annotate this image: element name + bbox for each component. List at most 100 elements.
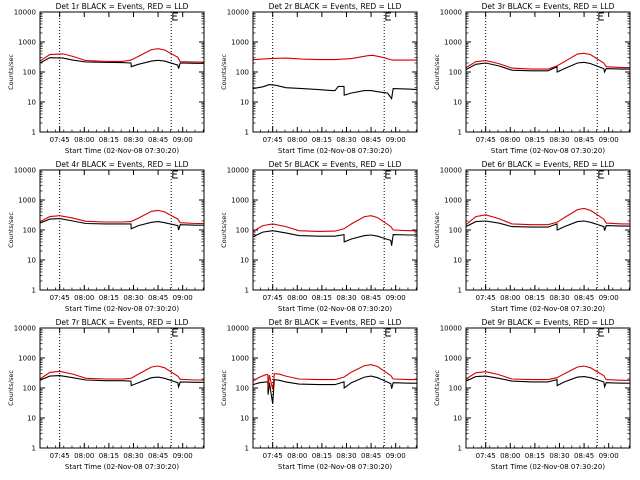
x-tick-label: 08:45 [148, 452, 168, 460]
x-axis-label: Start Time (02-Nov-08 07:30:20) [491, 147, 605, 155]
plot-frame [252, 169, 418, 291]
interval-bracket-icon [172, 328, 178, 337]
y-tick-label: 10 [453, 257, 462, 265]
y-tick-label: 1 [32, 129, 36, 137]
x-tick-label: 07:45 [50, 136, 70, 144]
x-tick-label: 08:45 [148, 294, 168, 302]
y-tick-label: 100 [449, 385, 462, 393]
x-tick-label: 08:30 [549, 136, 569, 144]
series-line-lld [39, 365, 204, 381]
chart-panel-3: Det 3r BLACK = Events, RED = LLD Counts/s… [433, 2, 631, 155]
x-tick-label: 08:15 [525, 294, 545, 302]
interval-bracket-icon [385, 170, 391, 179]
x-tick-label: 08:00 [287, 136, 307, 144]
x-tick-label: 08:30 [549, 452, 569, 460]
y-tick-label: 100 [23, 69, 36, 77]
x-tick-label: 09:00 [599, 294, 619, 302]
chart-panel-9: Det 9r BLACK = Events, RED = LLD Counts/s… [433, 318, 631, 471]
y-tick-label: 10 [27, 257, 36, 265]
y-tick-label: 1 [245, 287, 249, 295]
x-tick-label: 08:15 [312, 136, 332, 144]
y-axis-label: Counts/sec [220, 212, 228, 248]
y-axis-label: Counts/sec [220, 370, 228, 406]
y-axis-label: Counts/sec [433, 54, 441, 90]
x-tick-label: 07:45 [263, 294, 283, 302]
chart-panel-7: Det 7r BLACK = Events, RED = LLD Counts/s… [7, 318, 205, 471]
x-tick-label: 08:45 [574, 136, 594, 144]
series-line-lld [39, 209, 204, 225]
x-tick-label: 07:45 [50, 294, 70, 302]
y-tick-label: 1 [245, 129, 249, 137]
plot-frame [252, 327, 418, 449]
x-tick-label: 08:30 [123, 136, 143, 144]
x-tick-label: 07:45 [263, 136, 283, 144]
plot-frame [465, 169, 631, 291]
x-tick-label: 08:00 [287, 452, 307, 460]
x-axis-label: Start Time (02-Nov-08 07:30:20) [491, 463, 605, 471]
y-tick-label: 100 [236, 69, 249, 77]
y-tick-label: 1000 [18, 39, 36, 47]
x-tick-label: 08:30 [549, 294, 569, 302]
x-axis-label: Start Time (02-Nov-08 07:30:20) [491, 305, 605, 313]
y-tick-label: 10 [27, 415, 36, 423]
y-tick-label: 1000 [231, 197, 249, 205]
y-tick-label: 1000 [444, 39, 462, 47]
x-axis-label: Start Time (02-Nov-08 07:30:20) [65, 147, 179, 155]
y-tick-label: 1000 [231, 39, 249, 47]
y-tick-label: 10000 [227, 325, 249, 333]
series-line-events [39, 57, 204, 69]
series-line-lld [252, 54, 417, 61]
y-axis-label: Counts/sec [433, 370, 441, 406]
chart-panel-6: Det 6r BLACK = Events, RED = LLD Counts/s… [433, 160, 631, 313]
y-tick-label: 100 [449, 227, 462, 235]
x-axis-label: Start Time (02-Nov-08 07:30:20) [278, 463, 392, 471]
x-tick-label: 08:15 [525, 452, 545, 460]
series-line-lld [465, 207, 630, 226]
x-tick-label: 08:15 [99, 452, 119, 460]
y-axis-label: Counts/sec [7, 370, 15, 406]
y-tick-label: 10 [453, 415, 462, 423]
y-tick-label: 10000 [227, 167, 249, 175]
chart-title: Det 5r BLACK = Events, RED = LLD [269, 160, 402, 169]
chart-panel-5: Det 5r BLACK = Events, RED = LLD Counts/s… [220, 160, 418, 313]
series-line-lld [39, 48, 204, 63]
x-tick-label: 07:45 [476, 452, 496, 460]
y-tick-label: 10 [240, 415, 249, 423]
x-tick-label: 09:00 [173, 136, 193, 144]
y-tick-label: 1000 [444, 355, 462, 363]
series-line-events [252, 230, 417, 246]
x-tick-label: 08:15 [312, 452, 332, 460]
y-tick-label: 10000 [14, 325, 36, 333]
chart-panel-8: Det 8r BLACK = Events, RED = LLD Counts/s… [220, 318, 418, 471]
x-tick-label: 09:00 [386, 452, 406, 460]
y-tick-label: 10 [240, 99, 249, 107]
y-tick-label: 1 [458, 287, 462, 295]
y-tick-label: 1000 [444, 197, 462, 205]
x-tick-label: 07:45 [50, 452, 70, 460]
chart-panel-2: Det 2r BLACK = Events, RED = LLD Counts/s… [220, 2, 418, 155]
series-line-lld [252, 215, 417, 232]
x-tick-label: 08:30 [336, 136, 356, 144]
y-axis-label: Counts/sec [7, 212, 15, 248]
x-tick-label: 07:45 [263, 452, 283, 460]
series-line-events [39, 375, 204, 389]
x-tick-label: 07:45 [476, 136, 496, 144]
y-tick-label: 1 [458, 129, 462, 137]
x-tick-label: 08:15 [525, 136, 545, 144]
x-tick-label: 08:15 [99, 136, 119, 144]
x-tick-label: 08:00 [500, 452, 520, 460]
interval-bracket-icon [598, 170, 604, 179]
y-tick-label: 10000 [440, 167, 462, 175]
x-tick-label: 08:00 [500, 294, 520, 302]
chart-title: Det 8r BLACK = Events, RED = LLD [269, 318, 402, 327]
x-tick-label: 09:00 [599, 452, 619, 460]
y-tick-label: 100 [236, 227, 249, 235]
x-tick-label: 08:15 [312, 294, 332, 302]
y-tick-label: 1000 [18, 355, 36, 363]
x-tick-label: 08:00 [287, 294, 307, 302]
interval-bracket-icon [598, 328, 604, 337]
x-tick-label: 08:45 [361, 136, 381, 144]
series-line-lld [252, 364, 417, 390]
x-tick-label: 08:45 [148, 136, 168, 144]
